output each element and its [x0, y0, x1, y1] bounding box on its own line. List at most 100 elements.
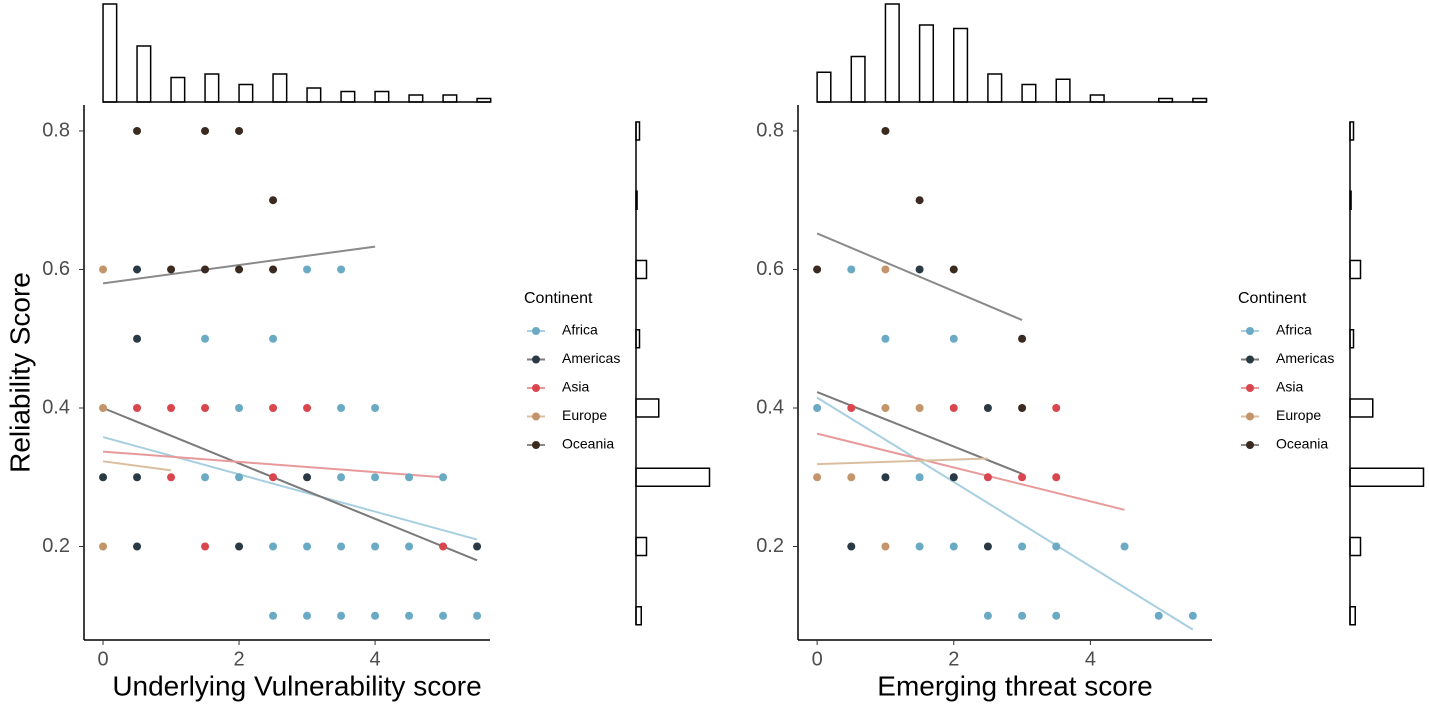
- fit-line: [102, 450, 444, 479]
- point: [1052, 403, 1061, 412]
- point: [881, 265, 890, 274]
- fit-line: [102, 460, 172, 472]
- legend-label: Africa: [1276, 322, 1312, 338]
- point: [405, 611, 414, 620]
- y-tick-label: 0.8: [42, 119, 70, 141]
- point: [1018, 473, 1027, 482]
- point: [439, 611, 448, 620]
- top-hist-bar: [953, 27, 969, 103]
- top-hist-bar: [918, 24, 935, 103]
- right-hist-bar: [1349, 398, 1374, 418]
- point: [235, 403, 244, 412]
- point: [235, 542, 244, 551]
- fit-line: [816, 432, 1125, 511]
- point: [847, 403, 856, 412]
- right-hist-bar: [635, 190, 638, 210]
- point: [1018, 334, 1027, 343]
- point: [303, 403, 312, 412]
- legend-label: Oceania: [562, 436, 614, 452]
- point: [201, 126, 210, 135]
- top-hist-bar: [987, 73, 1003, 103]
- point: [1120, 542, 1129, 551]
- right-hist-bar: [635, 121, 641, 141]
- point: [337, 473, 346, 482]
- point: [133, 473, 142, 482]
- top-hist-bar: [816, 71, 832, 103]
- top-hist-bar: [1192, 97, 1208, 103]
- y-axis-title: Reliability Score: [4, 272, 35, 473]
- fit-line: [817, 457, 988, 466]
- y-tick-label: 0.2: [756, 535, 784, 557]
- top-hist-bar: [340, 90, 356, 103]
- point: [99, 542, 108, 551]
- point: [813, 265, 822, 274]
- point: [949, 265, 958, 274]
- point: [1052, 542, 1061, 551]
- point: [813, 403, 822, 412]
- point: [303, 473, 312, 482]
- point: [915, 542, 924, 551]
- x-tick-label: 4: [370, 648, 381, 670]
- point: [881, 334, 890, 343]
- top-hist-bar: [136, 45, 152, 103]
- legend-label: Asia: [562, 379, 589, 395]
- point: [1018, 403, 1027, 412]
- top-hist-bar: [306, 87, 322, 103]
- top-hist-bar: [204, 73, 220, 103]
- point: [133, 403, 142, 412]
- point: [269, 403, 278, 412]
- point: [269, 334, 278, 343]
- legend-label: Americas: [1276, 350, 1334, 366]
- top-hist-bar: [850, 55, 866, 103]
- point: [1018, 542, 1027, 551]
- point: [201, 542, 210, 551]
- right-hist-bar: [635, 398, 660, 418]
- legend-label: Oceania: [1276, 436, 1328, 452]
- point: [473, 611, 482, 620]
- top-hist-bar: [374, 90, 390, 103]
- fit-line: [102, 407, 478, 562]
- point: [983, 611, 992, 620]
- point: [201, 403, 210, 412]
- top-hist-bar: [1055, 78, 1071, 103]
- right-hist-bar: [635, 536, 648, 557]
- legend-dot: [532, 384, 540, 392]
- point: [847, 542, 856, 551]
- legend-label: Europe: [1276, 407, 1321, 423]
- point: [949, 542, 958, 551]
- y-tick-label: 0.4: [42, 396, 70, 418]
- point: [371, 611, 380, 620]
- legend-dot: [1246, 412, 1254, 421]
- fit-line: [816, 232, 1023, 321]
- point: [99, 403, 108, 412]
- right-hist-bar: [1349, 467, 1425, 487]
- right-hist-bar: [1349, 259, 1362, 280]
- x-tick-label: 2: [233, 648, 244, 670]
- top-hist-bar: [170, 76, 186, 103]
- point: [983, 542, 992, 551]
- y-tick-label: 0.4: [756, 396, 784, 418]
- point: [915, 403, 924, 412]
- point: [235, 126, 244, 135]
- x-tick-label: 0: [812, 648, 823, 670]
- point: [949, 473, 958, 482]
- legend-dot: [532, 441, 540, 449]
- y-tick-label: 0.6: [42, 258, 70, 280]
- point: [99, 265, 108, 274]
- top-hist-bar: [442, 94, 458, 103]
- point: [1052, 473, 1061, 482]
- point: [337, 403, 346, 412]
- legend-label: Europe: [562, 407, 607, 423]
- top-hist-bar: [238, 83, 254, 103]
- fit-line: [102, 245, 376, 285]
- point: [439, 542, 448, 551]
- x-axis-title: Emerging threat score: [877, 670, 1152, 701]
- panel: 0 2 4 0.2 0.4 0.6 0.8 Underlying Vulnerability …: [4, 3, 711, 701]
- point: [949, 403, 958, 412]
- top-hist-bar: [272, 73, 288, 103]
- point: [371, 473, 380, 482]
- point: [337, 265, 346, 274]
- right-hist-bar: [635, 259, 648, 280]
- point: [1018, 611, 1027, 620]
- point: [439, 473, 448, 482]
